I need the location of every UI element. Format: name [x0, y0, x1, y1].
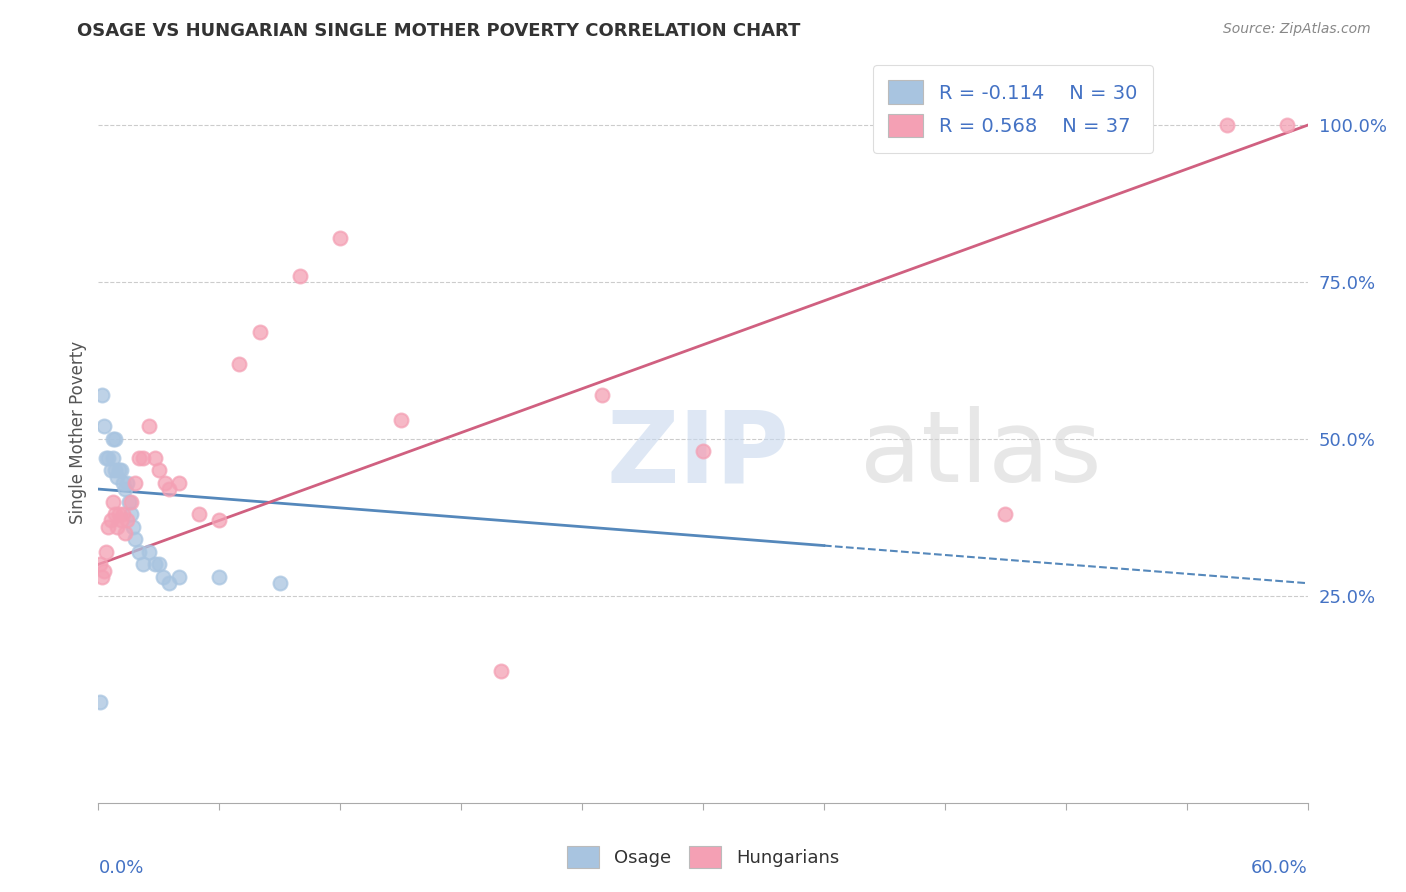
Point [118, 494, 141, 508]
Point [97, 450, 120, 465]
Point [208, 513, 231, 527]
Point [491, 664, 513, 678]
Point [101, 494, 124, 508]
Point [692, 444, 714, 458]
Y-axis label: Single Mother Poverty: Single Mother Poverty [69, 341, 87, 524]
Point [132, 558, 155, 572]
Point [152, 570, 174, 584]
Point [111, 507, 134, 521]
Point [107, 507, 129, 521]
Point [93, 564, 115, 578]
Point [1216, 118, 1239, 132]
Point [114, 482, 136, 496]
Point [228, 357, 250, 371]
Point [100, 513, 122, 527]
Point [208, 570, 231, 584]
Point [115, 513, 138, 527]
Point [91, 570, 114, 584]
Point [115, 475, 138, 490]
Point [91, 388, 114, 402]
Point [114, 526, 136, 541]
Point [110, 463, 132, 477]
Point [269, 576, 291, 591]
Point [103, 432, 125, 446]
Text: OSAGE VS HUNGARIAN SINGLE MOTHER POVERTY CORRELATION CHART: OSAGE VS HUNGARIAN SINGLE MOTHER POVERTY… [77, 22, 800, 40]
Point [143, 450, 166, 465]
Text: 0.0%: 0.0% [98, 859, 143, 877]
Point [148, 463, 170, 477]
Point [138, 419, 160, 434]
Point [93, 419, 115, 434]
Point [121, 520, 143, 534]
Point [249, 325, 271, 339]
Point [100, 463, 122, 477]
Point [128, 450, 150, 465]
Text: 60.0%: 60.0% [1251, 859, 1308, 877]
Point [101, 450, 124, 465]
Point [1277, 118, 1299, 132]
Point [994, 507, 1017, 521]
Point [329, 231, 352, 245]
Point [120, 494, 142, 508]
Point [103, 507, 125, 521]
Point [157, 576, 180, 591]
Point [188, 507, 211, 521]
Point [389, 413, 412, 427]
Point [89, 558, 111, 572]
Point [89, 695, 111, 709]
Point [124, 533, 146, 547]
Point [167, 570, 190, 584]
Point [110, 513, 132, 527]
Point [111, 475, 134, 490]
Point [96, 545, 118, 559]
Point [97, 520, 120, 534]
Point [167, 475, 190, 490]
Point [107, 463, 129, 477]
Point [153, 475, 176, 490]
Point [148, 558, 170, 572]
Point [143, 558, 166, 572]
Legend: Osage, Hungarians: Osage, Hungarians [560, 838, 846, 875]
Point [591, 388, 613, 402]
Point [124, 475, 146, 490]
Point [288, 268, 311, 283]
Point [103, 463, 125, 477]
Text: atlas: atlas [860, 407, 1102, 503]
Text: ZIP: ZIP [606, 407, 789, 503]
Point [101, 432, 124, 446]
Point [105, 520, 128, 534]
Point [132, 450, 155, 465]
Point [105, 469, 128, 483]
Point [138, 545, 160, 559]
Point [128, 545, 150, 559]
Point [96, 450, 118, 465]
Point [157, 482, 180, 496]
Point [120, 507, 142, 521]
Text: Source: ZipAtlas.com: Source: ZipAtlas.com [1223, 22, 1371, 37]
